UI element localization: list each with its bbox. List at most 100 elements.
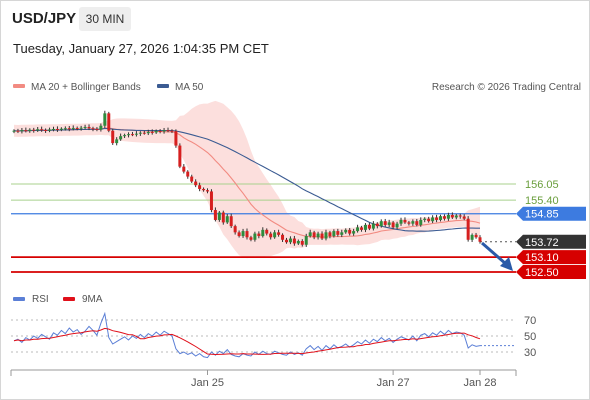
forecast-arrow-shaft	[481, 241, 507, 266]
rsi-ma-legend-label: 9MA	[82, 294, 103, 305]
candle-body	[79, 127, 83, 129]
candle	[446, 212, 450, 221]
candle	[387, 219, 391, 228]
timeframe-badge[interactable]: 30 MIN	[79, 7, 131, 31]
candle-body	[470, 234, 474, 240]
candle	[442, 214, 446, 221]
candle	[170, 129, 174, 134]
level-label-153.72: 153.72	[525, 237, 559, 249]
candle	[186, 170, 190, 179]
candle	[91, 126, 95, 132]
candle-body	[190, 176, 194, 182]
candle-body	[431, 217, 435, 222]
candle	[348, 228, 352, 236]
candle	[411, 219, 415, 226]
rsi-tick-30: 30	[524, 347, 536, 359]
candle-body	[99, 125, 103, 130]
candle	[352, 228, 356, 236]
candle	[395, 221, 399, 230]
candle	[300, 239, 304, 247]
candle-body	[458, 215, 462, 217]
candle-body	[332, 231, 336, 237]
candle-body	[411, 221, 415, 224]
candle	[217, 211, 221, 222]
candle-body	[182, 166, 186, 172]
candle	[229, 213, 233, 228]
rsi-ma-line	[13, 327, 481, 356]
candle	[20, 127, 24, 134]
bollinger-bands	[14, 100, 480, 259]
candle-body	[71, 127, 75, 129]
candle	[308, 229, 312, 238]
symbol-title: USD/JPY	[12, 10, 77, 27]
candle-body	[296, 241, 300, 244]
candle	[83, 124, 87, 130]
level-label-156.05: 156.05	[525, 179, 559, 191]
candle-body	[391, 222, 395, 228]
candle-body	[462, 216, 466, 219]
forecast-arrow-head	[500, 257, 513, 271]
candle-body	[28, 129, 32, 131]
candle	[134, 131, 138, 137]
candle	[202, 187, 206, 192]
candle	[431, 215, 435, 224]
candle-body	[16, 130, 20, 132]
rsi-legend-label: RSI	[32, 294, 49, 305]
candle	[178, 143, 182, 169]
candle-body	[300, 241, 304, 245]
candle-body	[233, 226, 237, 233]
candle-body	[320, 233, 324, 239]
candle	[454, 213, 458, 220]
candle	[423, 217, 427, 223]
candle	[316, 231, 320, 240]
candle	[115, 137, 119, 146]
candle-body	[395, 223, 399, 228]
candle-body	[454, 215, 458, 218]
level-tag-153.10	[516, 250, 586, 265]
candle-body	[103, 113, 107, 126]
candle	[332, 229, 336, 238]
candle-body	[336, 231, 340, 235]
candle	[379, 219, 383, 228]
candle-body	[119, 136, 123, 140]
candle-body	[202, 188, 206, 191]
candle	[198, 182, 202, 192]
candle-body	[186, 171, 190, 177]
candle-body	[241, 231, 245, 237]
candle	[403, 217, 407, 224]
candle-body	[174, 131, 178, 146]
candle-body	[360, 227, 364, 230]
candle	[127, 132, 131, 138]
candle-body	[281, 234, 285, 240]
candle	[367, 222, 371, 231]
candle	[257, 231, 261, 239]
candle	[296, 239, 300, 245]
candle-body	[134, 133, 138, 135]
candle	[16, 128, 20, 134]
candle-body	[387, 222, 391, 225]
candle	[281, 233, 285, 243]
candle	[288, 236, 292, 245]
candle-body	[162, 130, 166, 132]
candle	[150, 129, 154, 135]
candle-body	[288, 238, 292, 243]
candle	[462, 214, 466, 221]
candle	[277, 229, 281, 237]
candle	[24, 127, 28, 133]
candle	[123, 133, 127, 139]
candle-body	[91, 128, 95, 130]
candle	[269, 231, 273, 240]
legend-swatch-ma20	[13, 84, 25, 88]
candle	[363, 223, 367, 233]
rsi-panel: 70 50 30	[11, 311, 536, 359]
candle	[111, 128, 115, 145]
candle	[28, 128, 32, 133]
candle	[182, 164, 186, 174]
copyright: Research © 2026 Trading Central	[432, 82, 581, 93]
candle	[95, 127, 99, 132]
candle-body	[407, 222, 411, 224]
candle	[419, 217, 423, 227]
candle	[375, 222, 379, 229]
candle	[391, 220, 395, 229]
candle	[206, 188, 210, 194]
